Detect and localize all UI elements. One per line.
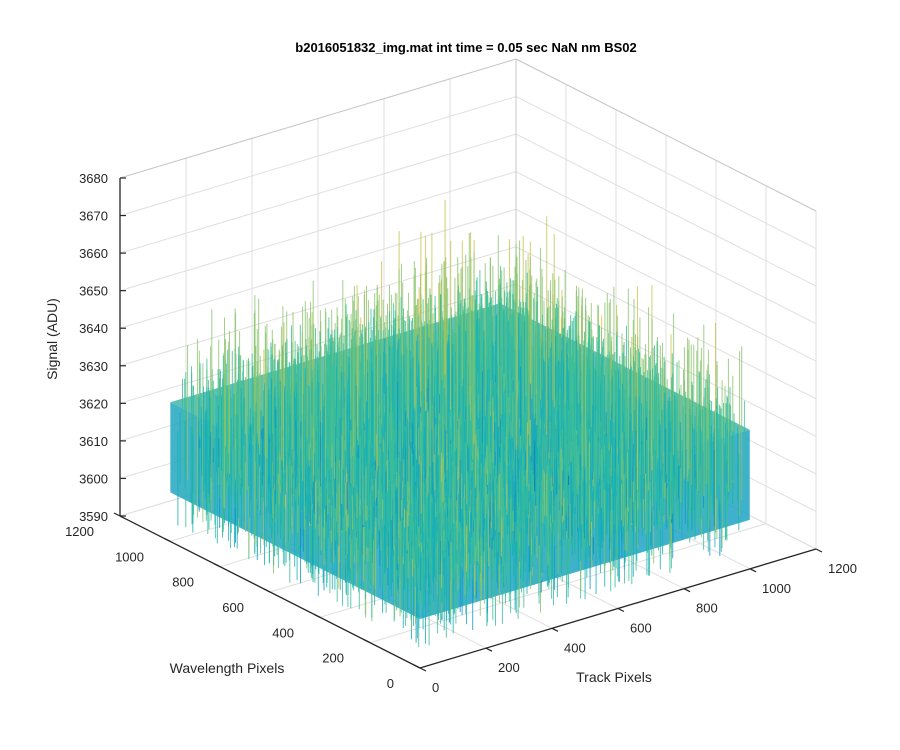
surface bbox=[170, 199, 750, 648]
grid-line-z-sidewall bbox=[515, 133, 817, 287]
grid-line-z-sidewall bbox=[515, 208, 817, 362]
grid-line-z-backwall bbox=[119, 246, 517, 367]
box-edge bbox=[119, 58, 517, 179]
grid-line-z-backwall bbox=[119, 133, 517, 254]
grid-line-z-backwall bbox=[119, 96, 517, 217]
grid-line-z-backwall bbox=[119, 208, 517, 329]
grid-line-z-sidewall bbox=[515, 283, 817, 437]
grid-line-z-backwall bbox=[119, 171, 517, 292]
grid-line-z-sidewall bbox=[515, 171, 817, 325]
box-edge bbox=[515, 58, 817, 212]
grid-line-z-sidewall bbox=[515, 96, 817, 250]
grid-line-z-sidewall bbox=[515, 246, 817, 400]
